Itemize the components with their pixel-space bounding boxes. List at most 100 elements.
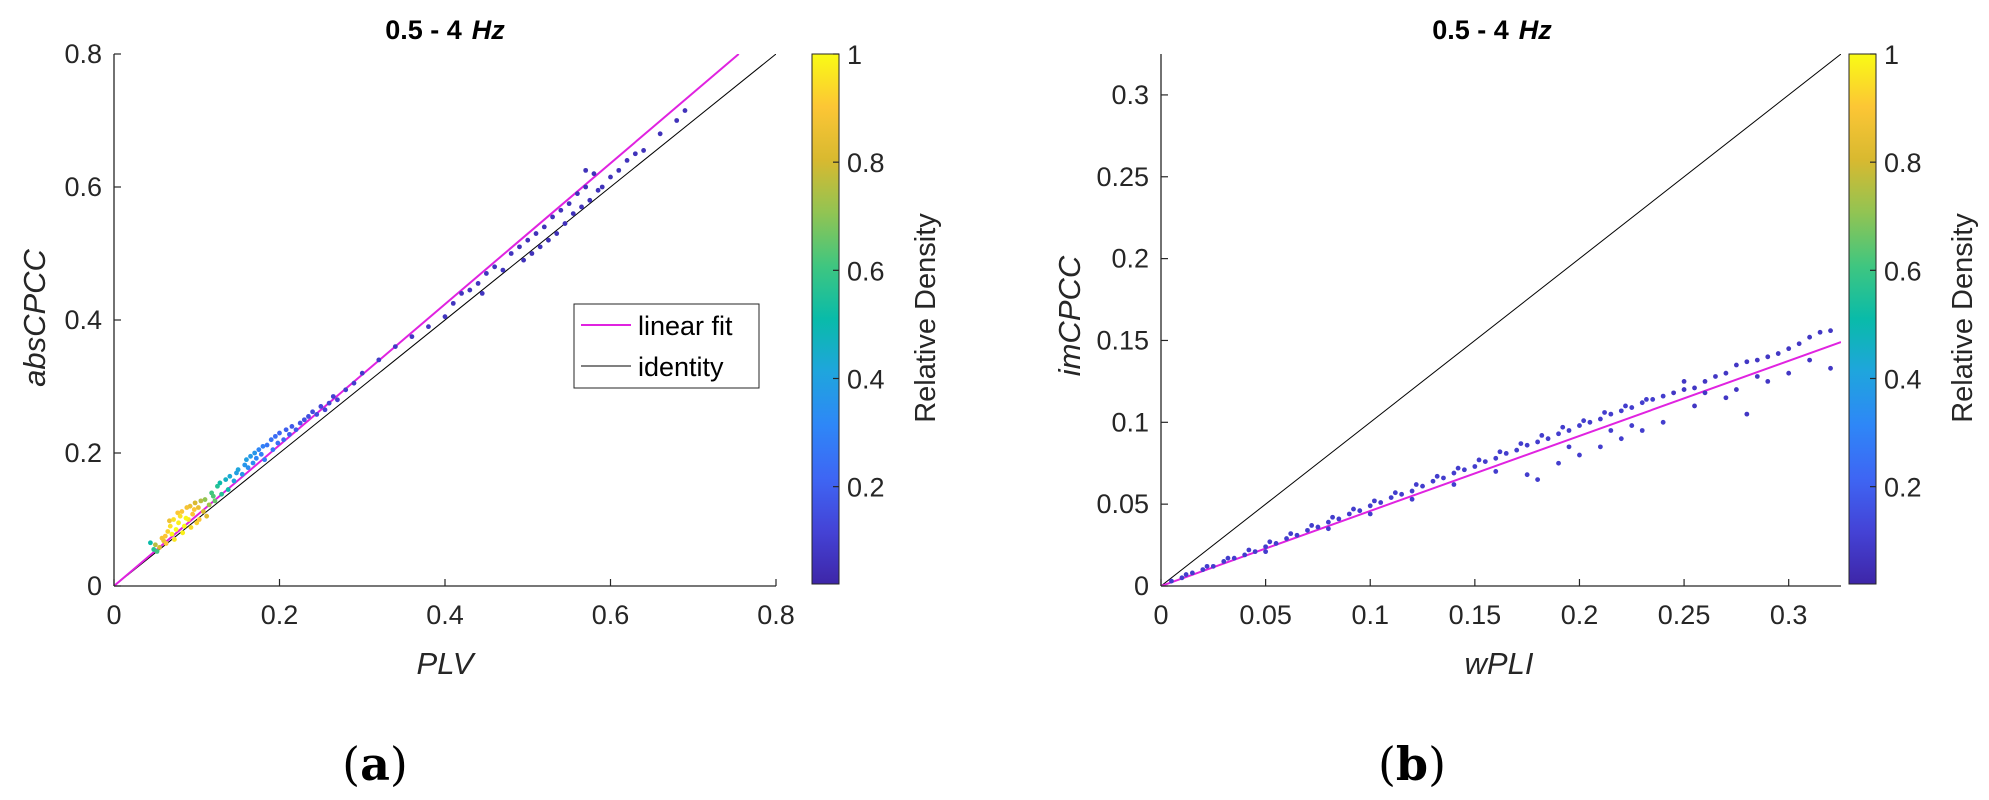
data-point (1702, 390, 1708, 396)
data-point (1692, 403, 1697, 409)
data-point (183, 515, 189, 521)
panel-label-a: (a) (342, 737, 408, 791)
data-point (459, 291, 464, 296)
data-point (1367, 511, 1373, 517)
colorbar-tick-label: 0.8 (847, 148, 885, 178)
data-point (1461, 467, 1467, 473)
data-point (1252, 549, 1258, 555)
data-point (1608, 411, 1614, 417)
colorbar-tick-label: 0.2 (847, 473, 885, 503)
data-point (492, 264, 498, 270)
data-point (204, 513, 210, 519)
data-point (1681, 387, 1687, 392)
data-point (250, 460, 256, 466)
chart-a-ylabel: absCPCC (17, 248, 52, 386)
data-point (1263, 544, 1269, 550)
panel-label-b: (b) (1378, 737, 1446, 791)
data-point (537, 244, 543, 250)
data-point (188, 525, 194, 530)
data-point (1503, 451, 1509, 456)
data-point (1723, 395, 1729, 401)
y-tick-label: 0.05 (1096, 489, 1149, 519)
data-point (1723, 370, 1729, 376)
data-point (500, 267, 506, 273)
data-point (223, 477, 229, 482)
data-point (172, 537, 177, 542)
data-point (1775, 351, 1781, 356)
data-point (1325, 519, 1331, 525)
data-point (1629, 423, 1635, 428)
data-point (1336, 516, 1342, 522)
data-point (1639, 428, 1645, 433)
chart-b-xlabel: wPLI (1465, 646, 1534, 681)
data-point (169, 531, 175, 537)
data-point (281, 437, 287, 443)
data-point (1288, 531, 1294, 537)
data-point (682, 108, 688, 113)
data-point (1430, 478, 1436, 484)
data-point (550, 214, 555, 220)
data-point (154, 549, 160, 554)
data-point (575, 191, 580, 197)
data-point (657, 131, 663, 137)
data-point (1660, 393, 1666, 399)
data-point (409, 334, 415, 340)
data-point (1602, 410, 1607, 415)
data-point (1284, 536, 1289, 541)
data-point (1263, 549, 1269, 555)
chart-a-ticks: 0 0.2 0.4 0.6 0.8 0 0.2 0.4 0.6 0.8 (64, 39, 794, 630)
data-point (1713, 374, 1718, 379)
data-point (641, 148, 646, 153)
data-point (330, 394, 336, 399)
y-tick-label: 0 (1134, 571, 1149, 601)
data-point (227, 473, 233, 479)
data-point (244, 457, 249, 463)
data-point (198, 498, 204, 504)
data-point (583, 184, 589, 190)
data-point (1702, 378, 1708, 384)
data-point (1524, 472, 1530, 478)
chart-b-points (1169, 328, 1833, 584)
data-point (554, 231, 560, 236)
data-point (1817, 329, 1823, 335)
data-point (262, 457, 268, 463)
chart-a-colorbar-label: Relative Density (910, 213, 942, 423)
data-point (264, 442, 270, 448)
data-point (165, 529, 171, 534)
data-point (245, 465, 251, 471)
data-point (242, 462, 248, 468)
data-point (1828, 365, 1833, 371)
x-tick-label: 0.15 (1449, 600, 1502, 630)
data-point (1305, 527, 1310, 533)
data-point (595, 187, 601, 193)
chart-a-legend: linear fit identity (573, 303, 760, 389)
colorbar-tick-label: 0.4 (1884, 364, 1922, 394)
identity-line (114, 54, 776, 586)
data-point (376, 357, 382, 363)
data-point (326, 400, 332, 406)
data-point (225, 487, 231, 492)
data-point (297, 420, 303, 426)
data-point (1660, 419, 1666, 425)
chart-a-axes (113, 54, 776, 587)
data-point (1493, 455, 1499, 461)
x-tick-label: 0.2 (261, 600, 299, 630)
data-point (163, 541, 169, 546)
data-point (1441, 475, 1446, 481)
data-point (1367, 503, 1373, 509)
data-point (157, 545, 162, 550)
chart-b-colorbar-label: Relative Density (1947, 213, 1979, 423)
data-point (1409, 496, 1415, 502)
data-point (508, 251, 514, 256)
data-point (1608, 428, 1614, 433)
data-point (1524, 442, 1530, 448)
data-point (314, 412, 320, 417)
x-tick-label: 0.25 (1658, 600, 1711, 630)
data-point (608, 174, 613, 180)
y-tick-label: 0.8 (64, 39, 102, 69)
data-point (1231, 555, 1237, 561)
data-point (258, 451, 264, 457)
data-point (1179, 575, 1185, 581)
data-point (283, 427, 289, 433)
data-point (1577, 452, 1582, 458)
